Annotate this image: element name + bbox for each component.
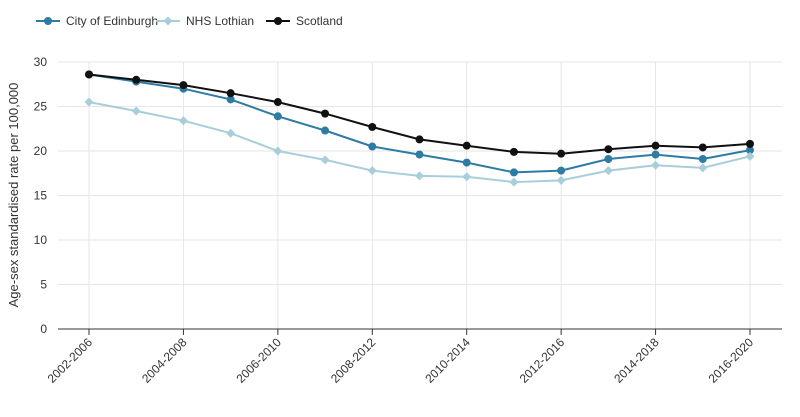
series-nhs-lothian: [84, 97, 755, 187]
data-point: [320, 155, 330, 165]
data-point: [509, 168, 518, 177]
data-point: [746, 146, 754, 155]
data-point: [367, 166, 377, 176]
data-point: [604, 155, 613, 164]
x-tick-label: 2012-2016: [517, 335, 568, 386]
data-point: [698, 163, 708, 173]
grid-lines: [58, 61, 782, 329]
y-tick-label: 25: [34, 100, 48, 114]
series-group: [84, 70, 755, 187]
data-point: [226, 95, 235, 104]
legend-label: City of Edinburgh: [66, 14, 158, 28]
data-point: [85, 70, 93, 79]
y-tick-label: 30: [34, 55, 48, 69]
data-point: [604, 145, 613, 154]
data-point: [462, 158, 471, 167]
data-point: [651, 150, 660, 159]
data-point: [462, 172, 472, 182]
x-tick-label: 2014-2018: [611, 335, 662, 386]
data-point: [651, 141, 660, 150]
y-tick-label: 0: [40, 322, 47, 336]
legend-label: Scotland: [296, 14, 343, 28]
legend-label: NHS Lothian: [186, 14, 254, 28]
data-point: [509, 147, 518, 156]
legend: City of Edinburgh NHS Lothian Scotland: [36, 14, 343, 28]
legend-item-city-of-edinburgh[interactable]: City of Edinburgh: [36, 14, 158, 28]
data-point: [698, 143, 707, 152]
x-tick-label: 2016-2020: [706, 335, 757, 386]
data-point: [415, 171, 424, 181]
x-tick-label: 2002-2006: [45, 335, 96, 386]
x-tick-label: 2008-2012: [328, 335, 379, 386]
data-point: [368, 142, 377, 151]
data-point: [557, 149, 566, 158]
axes: 0 5 10 15 20 25 30 2002-2006 2004-2008 2006-2010 2…: [34, 55, 782, 386]
data-point: [273, 112, 282, 121]
data-point: [368, 122, 377, 131]
data-point: [84, 97, 94, 107]
legend-marker: [44, 17, 52, 25]
y-tick-label: 20: [34, 144, 48, 158]
data-point: [179, 81, 188, 90]
y-tick-label: 15: [34, 189, 48, 203]
data-point: [651, 160, 661, 170]
data-point: [132, 75, 141, 84]
x-tick-label: 2004-2008: [139, 335, 190, 386]
x-tick-label: 2006-2010: [233, 335, 284, 386]
data-point: [321, 109, 330, 118]
data-point: [226, 89, 235, 98]
data-point: [273, 98, 282, 107]
legend-item-scotland[interactable]: Scotland: [266, 14, 343, 28]
y-axis-title: Age-sex standardised rate per 100,000: [6, 83, 21, 308]
data-point: [273, 146, 283, 156]
data-point: [321, 126, 330, 135]
data-point: [415, 135, 424, 144]
data-point: [698, 155, 707, 164]
data-point: [178, 116, 188, 126]
legend-marker: [163, 16, 173, 26]
data-point: [745, 151, 755, 161]
y-tick-label: 5: [40, 278, 47, 292]
legend-marker: [274, 17, 282, 25]
data-point: [557, 166, 566, 175]
data-point: [556, 175, 566, 185]
y-tick-label: 10: [34, 233, 48, 247]
data-point: [746, 139, 754, 148]
data-point: [226, 128, 236, 138]
data-point: [415, 150, 424, 159]
data-point: [509, 177, 519, 187]
x-tick-label: 2010-2014: [422, 335, 473, 386]
data-point: [131, 106, 141, 116]
series-scotland: [85, 70, 754, 158]
legend-item-nhs-lothian[interactable]: NHS Lothian: [156, 14, 254, 28]
data-point: [462, 141, 471, 150]
data-point: [603, 166, 613, 176]
